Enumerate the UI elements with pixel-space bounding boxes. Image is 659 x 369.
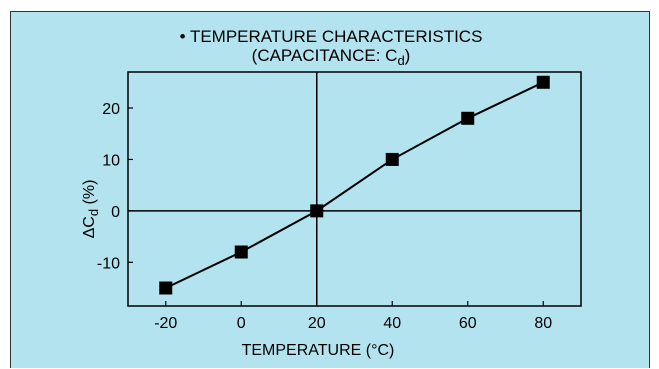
y-axis-label: ΔCd (%) (81, 180, 101, 239)
chart-title-text: TEMPERATURE CHARACTERISTICS (190, 27, 483, 46)
y-tick-label: 10 (102, 152, 120, 169)
data-point-marker (234, 245, 248, 259)
x-tick-label: 40 (383, 315, 401, 332)
data-point-marker (385, 152, 399, 166)
y-tick-label: 20 (102, 101, 120, 118)
chart-subtitle: (CAPACITANCE: Cd) (252, 46, 411, 68)
plot-area: -20 0 20 40 60 80 -10 0 10 20 (97, 71, 582, 332)
data-point-marker (461, 111, 475, 125)
data-point-marker (536, 75, 550, 89)
x-tick-label: 20 (308, 315, 326, 332)
x-tick-label: 0 (237, 315, 246, 332)
title-bullet: • (180, 27, 190, 46)
temperature-characteristics-chart: • TEMPERATURE CHARACTERISTICS (CAPACITAN… (81, 27, 582, 359)
data-point-marker (310, 204, 324, 218)
plot-frame (127, 71, 582, 307)
y-tick-label: 0 (111, 204, 120, 221)
data-point-marker (159, 281, 173, 295)
x-tick-label: -20 (154, 315, 177, 332)
series-line (165, 81, 544, 289)
y-tick-label: -10 (97, 255, 120, 272)
chart-panel: • TEMPERATURE CHARACTERISTICS (CAPACITAN… (10, 11, 650, 368)
x-tick-label: 80 (534, 315, 552, 332)
x-axis-label: TEMPERATURE (°C) (242, 342, 395, 359)
x-tick-label: 60 (459, 315, 477, 332)
chart-title: • TEMPERATURE CHARACTERISTICS (180, 27, 483, 46)
